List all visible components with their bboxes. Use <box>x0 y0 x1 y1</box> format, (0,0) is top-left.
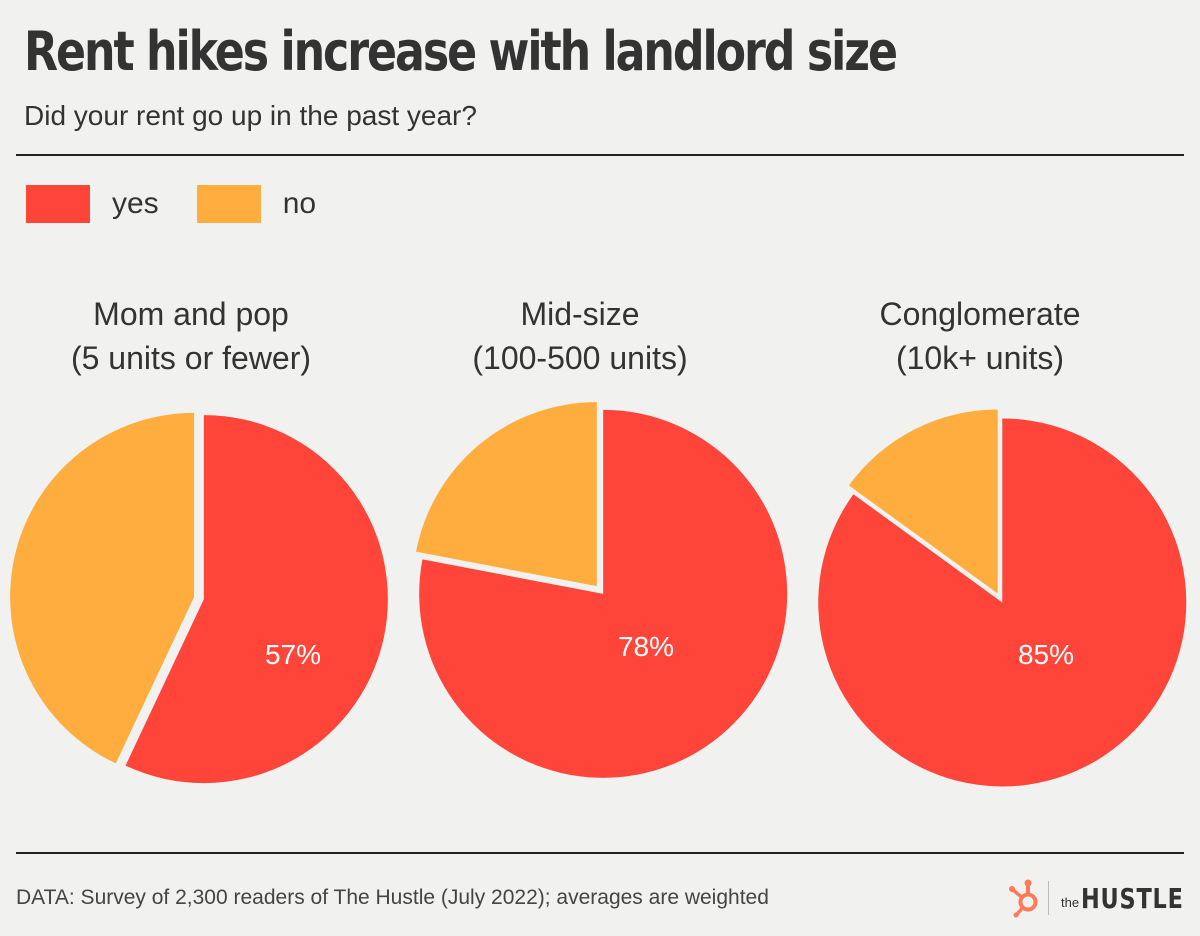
pie-title-line1: Conglomerate <box>879 296 1081 332</box>
pie-slice-no-mid-size <box>416 402 597 587</box>
pie-slice-yes-conglomerate <box>818 418 1187 787</box>
pie-slice-no-conglomerate <box>848 409 998 594</box>
pie-title-mid-size: Mid-size (100-500 units) <box>380 292 780 380</box>
chart-title: Rent hikes increase with landlord size <box>24 20 898 83</box>
brand-name: HUSTLE <box>1081 881 1184 915</box>
data-label-mom-and-pop: 57% <box>265 639 321 670</box>
chart-subtitle: Did your rent go up in the past year? <box>24 100 477 131</box>
legend-item-yes: yes <box>26 185 159 223</box>
brand-separator <box>1048 881 1049 915</box>
pie-title-conglomerate: Conglomerate (10k+ units) <box>780 292 1180 380</box>
brand-logo: the HUSTLE <box>1008 876 1200 920</box>
data-label-mid-size: 78% <box>618 631 674 662</box>
pie-title-mom-and-pop: Mom and pop (5 units or fewer) <box>0 292 391 380</box>
pie-title-line2: (100-500 units) <box>472 340 688 376</box>
pie-slice-yes-mid-size <box>419 409 788 778</box>
pie-title-line1: Mom and pop <box>93 296 289 332</box>
pie-title-line2: (5 units or fewer) <box>70 340 312 376</box>
pie-title-line1: Mid-size <box>520 296 640 332</box>
pie-slice-yes-mom-and-pop <box>125 415 388 784</box>
hubspot-sprocket-icon <box>1009 879 1038 918</box>
source-note: DATA: Survey of 2,300 readers of The Hus… <box>16 886 769 909</box>
pie-title-line2: (10k+ units) <box>895 340 1065 376</box>
legend: yes no <box>26 185 354 223</box>
legend-item-no: no <box>196 185 317 223</box>
legend-label-yes: yes <box>112 187 159 220</box>
legend-swatch-no <box>196 185 261 223</box>
top-divider <box>16 154 1184 156</box>
brand-the: the <box>1061 895 1080 910</box>
legend-label-no: no <box>282 187 317 220</box>
data-label-conglomerate: 85% <box>1018 639 1074 670</box>
bottom-divider <box>16 852 1184 854</box>
legend-swatch-yes <box>26 185 90 223</box>
pie-slice-no-mom-and-pop <box>10 412 195 764</box>
